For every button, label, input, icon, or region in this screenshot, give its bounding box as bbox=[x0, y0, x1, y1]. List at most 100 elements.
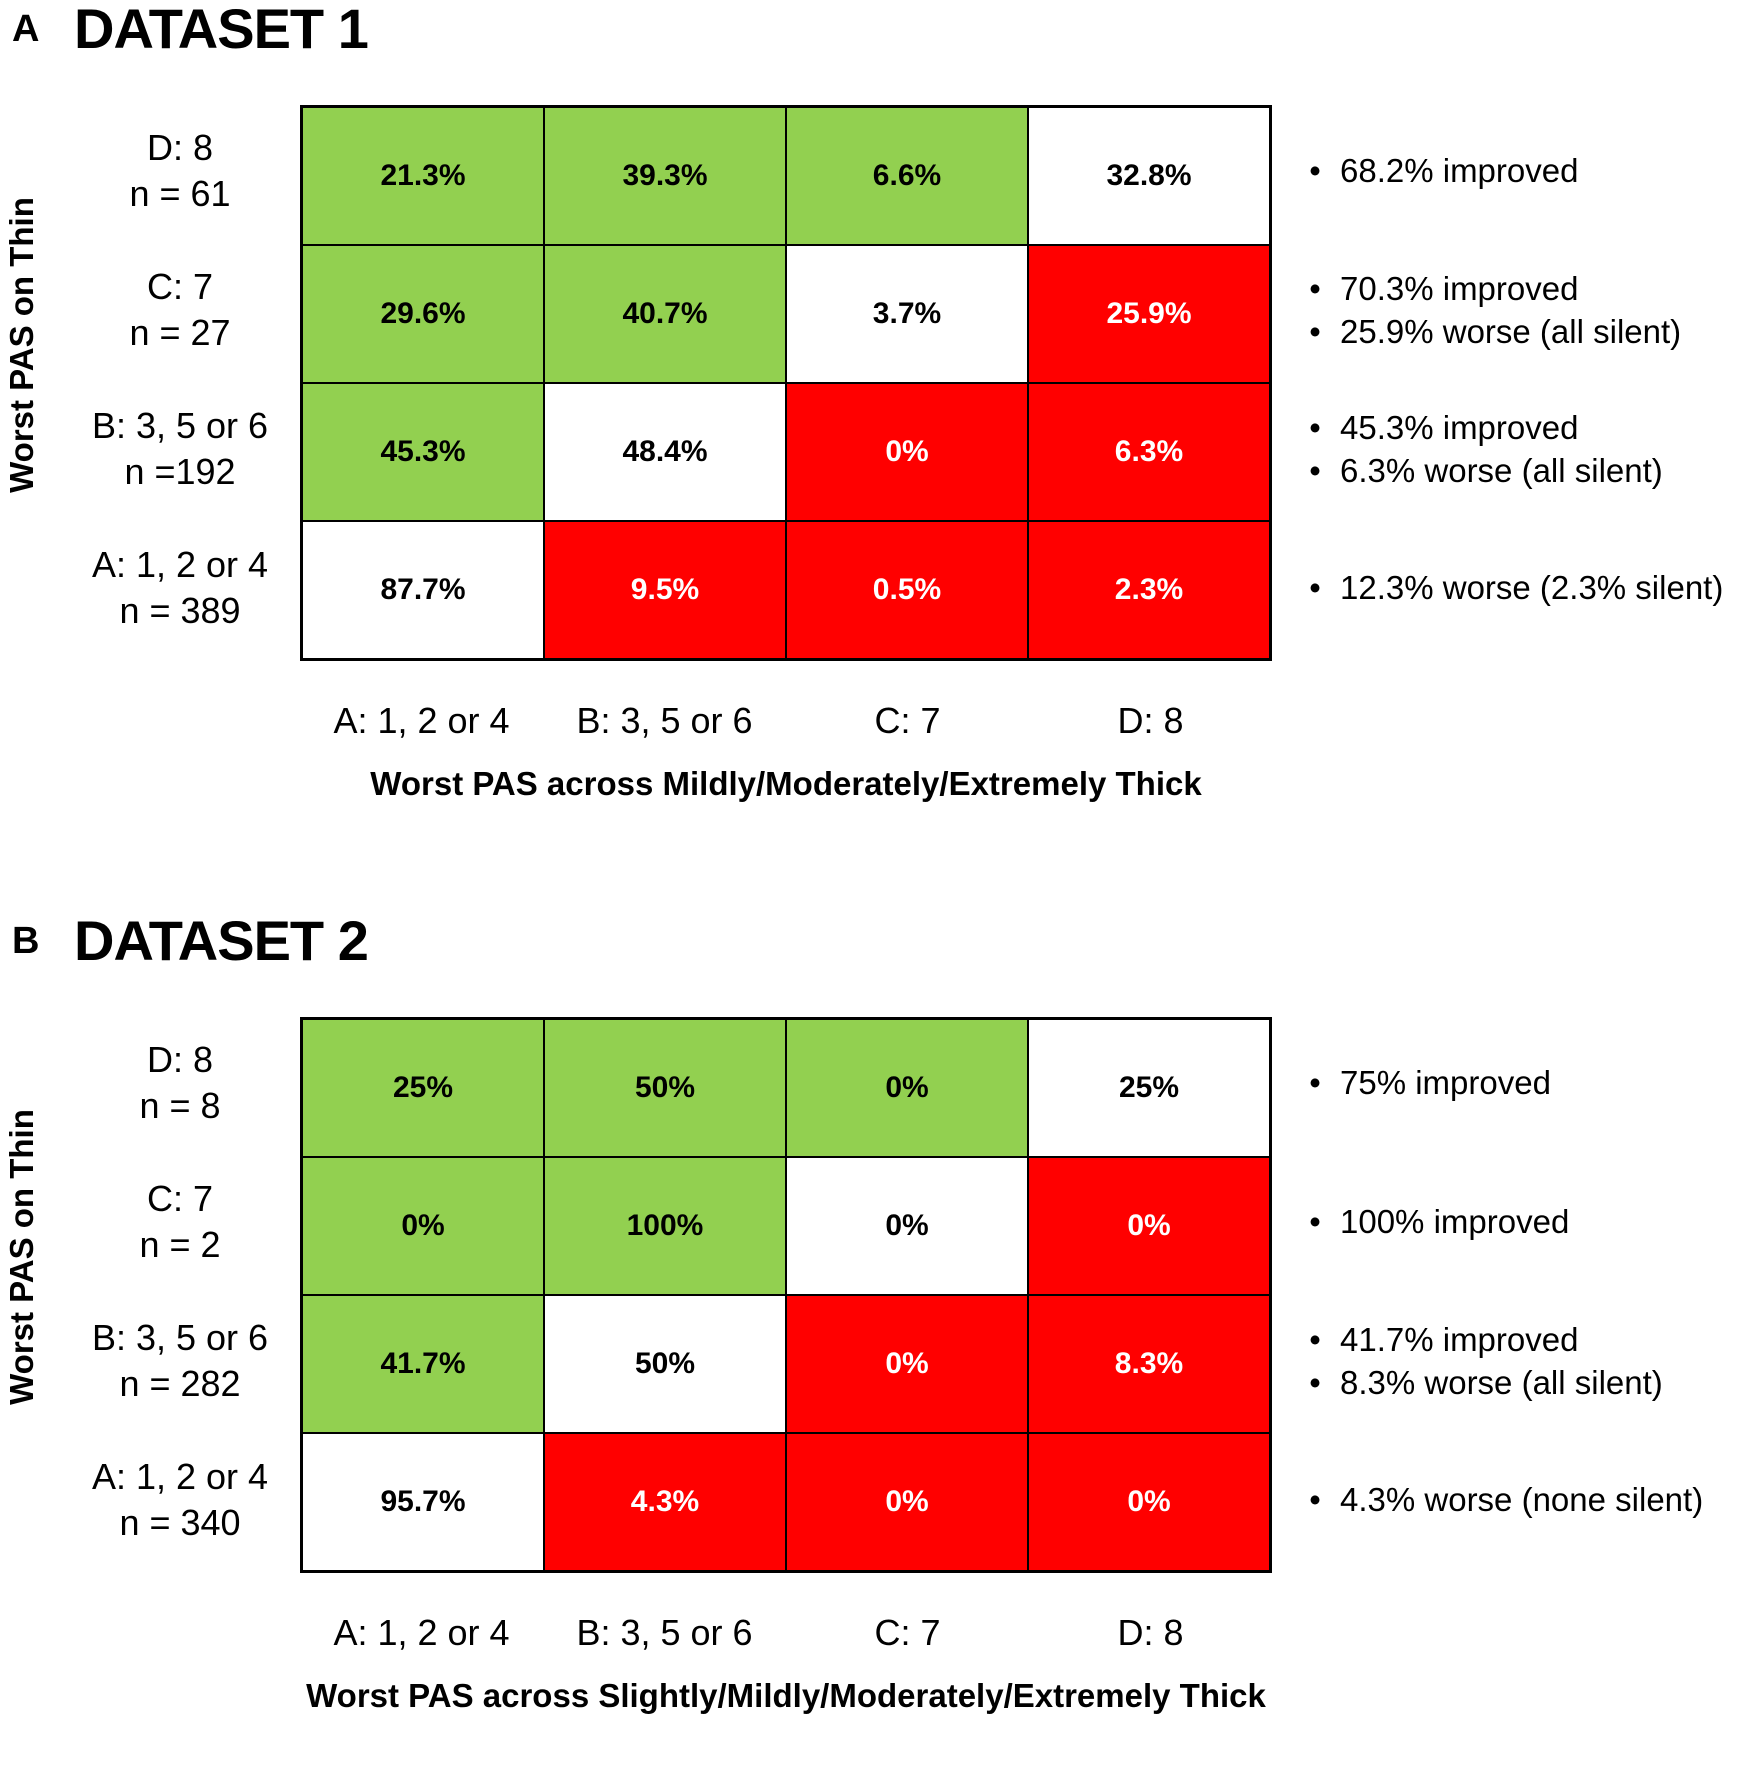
heatmap-cell: 41.7% bbox=[302, 1295, 544, 1433]
heatmap-grid: 25% 50% 0% 25% 0% 100% 0% 0% 41.7% 50% 0% 8.3% 95.7%… bbox=[300, 1017, 1272, 1573]
heatmap-cell: 8.3% bbox=[1028, 1295, 1270, 1433]
note-text: 4.3% worse (none silent) bbox=[1340, 1481, 1704, 1518]
note-text: 75% improved bbox=[1340, 1064, 1551, 1101]
panel-dataset-2: B DATASET 2 Worst PAS on Thin D: 8 n = 8 C… bbox=[0, 909, 1755, 1772]
heatmap-cell: 50% bbox=[544, 1295, 786, 1433]
heatmap-cell: 87.7% bbox=[302, 521, 544, 659]
row-note: • 25.9% worse (all silent) bbox=[1290, 310, 1681, 353]
row-label: D: 8 n = 61 bbox=[40, 125, 320, 217]
row-count: n = 282 bbox=[119, 1363, 241, 1404]
row-note: • 100% improved bbox=[1290, 1200, 1569, 1243]
heatmap-cell: 29.6% bbox=[302, 245, 544, 383]
row-category: D: 8 bbox=[146, 1039, 214, 1080]
bullet-icon: • bbox=[1309, 1203, 1321, 1240]
row-count: n = 2 bbox=[139, 1224, 221, 1265]
heatmap-cell: 0% bbox=[786, 383, 1028, 521]
note-text: 8.3% worse (all silent) bbox=[1340, 1363, 1663, 1401]
row-label: C: 7 n = 2 bbox=[40, 1176, 320, 1268]
note-text: 70.3% improved bbox=[1340, 269, 1579, 307]
row-note: • 45.3% improved bbox=[1290, 406, 1578, 449]
bullet-icon: • bbox=[1309, 269, 1321, 307]
bullet-icon: • bbox=[1309, 451, 1321, 489]
panel-title: DATASET 1 bbox=[74, 0, 369, 60]
row-note: • 75% improved bbox=[1290, 1061, 1551, 1104]
row-note: • 12.3% worse (2.3% silent) bbox=[1290, 566, 1723, 609]
heatmap-cell: 6.3% bbox=[1028, 383, 1270, 521]
note-text: 25.9% worse (all silent) bbox=[1340, 312, 1682, 350]
bullet-icon: • bbox=[1309, 569, 1321, 606]
note-text: 41.7% improved bbox=[1340, 1320, 1579, 1358]
row-note: • 8.3% worse (all silent) bbox=[1290, 1361, 1663, 1404]
bullet-icon: • bbox=[1309, 1064, 1321, 1101]
panel-dataset-1: A DATASET 1 Worst PAS on Thin D: 8 n = 61… bbox=[0, 0, 1755, 860]
heatmap-cell: 0% bbox=[786, 1433, 1028, 1571]
row-note: • 4.3% worse (none silent) bbox=[1290, 1478, 1703, 1521]
row-count: n = 8 bbox=[139, 1085, 221, 1126]
heatmap-cell: 9.5% bbox=[544, 521, 786, 659]
heatmap-cell: 0% bbox=[1028, 1433, 1270, 1571]
row-note: • 6.3% worse (all silent) bbox=[1290, 449, 1663, 492]
note-text: 100% improved bbox=[1340, 1203, 1570, 1240]
heatmap-cell: 3.7% bbox=[786, 245, 1028, 383]
heatmap-cell: 39.3% bbox=[544, 107, 786, 245]
bullet-icon: • bbox=[1309, 1363, 1321, 1401]
heatmap-cell: 48.4% bbox=[544, 383, 786, 521]
bullet-icon: • bbox=[1309, 1481, 1321, 1518]
panel-letter: A bbox=[12, 8, 40, 50]
note-text: 6.3% worse (all silent) bbox=[1340, 451, 1663, 489]
row-category: A: 1, 2 or 4 bbox=[91, 544, 269, 585]
panel-letter: B bbox=[12, 920, 40, 962]
column-label: B: 3, 5 or 6 bbox=[576, 1612, 753, 1653]
row-note: • 70.3% improved bbox=[1290, 267, 1578, 310]
row-label: B: 3, 5 or 6 n = 282 bbox=[40, 1315, 320, 1407]
row-category: C: 7 bbox=[146, 266, 214, 307]
note-text: 68.2% improved bbox=[1340, 152, 1579, 189]
row-category: C: 7 bbox=[146, 1178, 214, 1219]
heatmap-cell: 0.5% bbox=[786, 521, 1028, 659]
bullet-icon: • bbox=[1309, 312, 1321, 350]
row-label: A: 1, 2 or 4 n = 389 bbox=[40, 542, 320, 634]
bullet-icon: • bbox=[1309, 408, 1321, 446]
column-label: C: 7 bbox=[874, 700, 941, 741]
row-note: • 68.2% improved bbox=[1290, 149, 1578, 192]
x-axis-label: Worst PAS across Mildly/Moderately/Extre… bbox=[370, 765, 1202, 802]
row-label: C: 7 n = 27 bbox=[40, 264, 320, 356]
heatmap-cell: 25.9% bbox=[1028, 245, 1270, 383]
row-count: n = 27 bbox=[129, 312, 231, 353]
heatmap-cell: 100% bbox=[544, 1157, 786, 1295]
heatmap-cell: 2.3% bbox=[1028, 521, 1270, 659]
heatmap-cell: 4.3% bbox=[544, 1433, 786, 1571]
note-text: 12.3% worse (2.3% silent) bbox=[1340, 569, 1724, 606]
column-label: C: 7 bbox=[874, 1612, 941, 1653]
heatmap-cell: 0% bbox=[786, 1295, 1028, 1433]
heatmap-cell: 0% bbox=[1028, 1157, 1270, 1295]
heatmap-cell: 50% bbox=[544, 1019, 786, 1157]
row-category: A: 1, 2 or 4 bbox=[91, 1456, 269, 1497]
column-label: B: 3, 5 or 6 bbox=[576, 700, 753, 741]
row-category: D: 8 bbox=[146, 127, 214, 168]
row-label: A: 1, 2 or 4 n = 340 bbox=[40, 1454, 320, 1546]
heatmap-cell: 32.8% bbox=[1028, 107, 1270, 245]
heatmap-cell: 95.7% bbox=[302, 1433, 544, 1571]
heatmap-cell: 40.7% bbox=[544, 245, 786, 383]
row-count: n = 61 bbox=[129, 173, 231, 214]
column-label: A: 1, 2 or 4 bbox=[333, 700, 510, 741]
row-count: n = 389 bbox=[119, 590, 241, 631]
heatmap-cell: 25% bbox=[302, 1019, 544, 1157]
heatmap-cell: 6.6% bbox=[786, 107, 1028, 245]
bullet-icon: • bbox=[1309, 1320, 1321, 1358]
heatmap-cell: 0% bbox=[302, 1157, 544, 1295]
row-label: D: 8 n = 8 bbox=[40, 1037, 320, 1129]
row-category: B: 3, 5 or 6 bbox=[91, 405, 269, 446]
heatmap-cell: 21.3% bbox=[302, 107, 544, 245]
y-axis-label: Worst PAS on Thin bbox=[3, 197, 41, 493]
panel-title: DATASET 2 bbox=[74, 909, 369, 972]
bullet-icon: • bbox=[1309, 152, 1321, 189]
row-label: B: 3, 5 or 6 n =192 bbox=[40, 403, 320, 495]
y-axis-label: Worst PAS on Thin bbox=[3, 1109, 41, 1405]
row-note: • 41.7% improved bbox=[1290, 1318, 1578, 1361]
note-text: 45.3% improved bbox=[1340, 408, 1579, 446]
row-count: n = 340 bbox=[119, 1502, 241, 1543]
x-axis-label: Worst PAS across Slightly/Mildly/Moderat… bbox=[306, 1677, 1266, 1714]
row-category: B: 3, 5 or 6 bbox=[91, 1317, 269, 1358]
